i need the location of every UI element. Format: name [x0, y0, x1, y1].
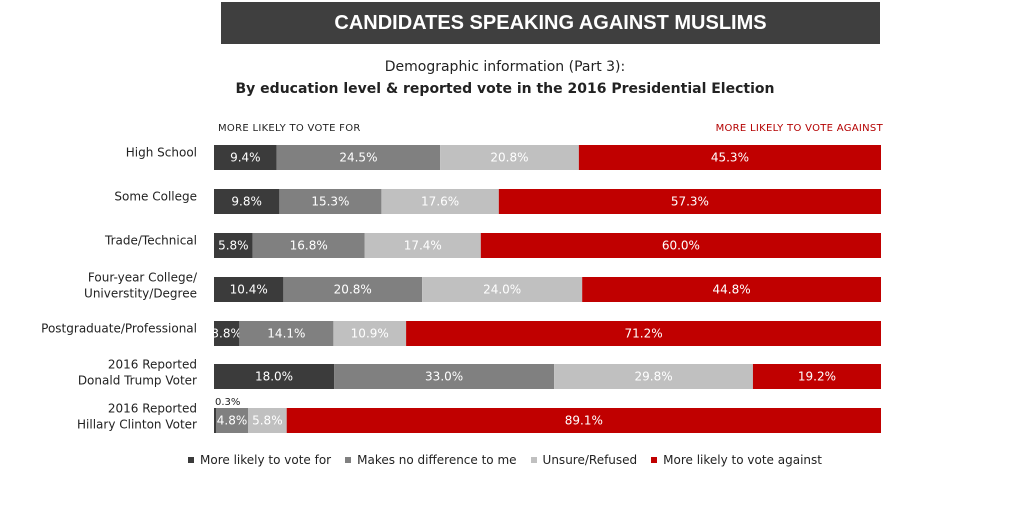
data-label: 71.2% — [624, 327, 662, 341]
bar-segment — [554, 364, 753, 389]
bar-segment — [248, 408, 287, 433]
bar-segment — [381, 189, 499, 214]
data-label: 9.8% — [231, 195, 262, 209]
category-label: 2016 Reported Donald Trump Voter — [78, 358, 197, 388]
legend-label: Makes no difference to me — [357, 453, 517, 467]
data-label: 0.3% — [215, 397, 240, 408]
data-label: 10.4% — [230, 283, 268, 297]
category-label: Four-year College/Universtity/Degree — [84, 271, 198, 301]
bar-segment — [214, 364, 335, 389]
bar-segment — [214, 189, 280, 214]
bar-segment — [364, 233, 481, 258]
category-label: Trade/Technical — [104, 234, 197, 248]
chart-title: CANDIDATES SPEAKING AGAINST MUSLIMS — [221, 2, 880, 44]
category-label: Some College — [114, 190, 197, 204]
data-label: 19.2% — [798, 370, 836, 384]
bar-segment — [279, 189, 382, 214]
data-label: 16.8% — [290, 239, 328, 253]
bar-segment — [333, 321, 407, 346]
data-label: 24.5% — [339, 151, 377, 165]
bar-segment — [239, 321, 334, 346]
data-label: 20.8% — [334, 283, 372, 297]
data-label: 17.6% — [421, 195, 459, 209]
data-label: 15.3% — [311, 195, 349, 209]
data-label: 45.3% — [711, 151, 749, 165]
data-label: 29.8% — [634, 370, 672, 384]
bar-segment — [578, 145, 881, 170]
chart-subtitle-2: By education level & reported vote in th… — [235, 81, 775, 97]
legend-entry: Unsure/Refused — [530, 453, 638, 467]
data-label: 33.0% — [425, 370, 463, 384]
data-label: 9.4% — [230, 151, 261, 165]
bar-segment — [582, 277, 881, 302]
category-label: High School — [126, 146, 197, 160]
bar-segment — [406, 321, 881, 346]
bar-segment — [216, 408, 249, 433]
bar-segment — [752, 364, 881, 389]
data-label: 5.8% — [218, 239, 249, 253]
data-label: 4.8% — [217, 414, 248, 428]
category-label: Postgraduate/Professional — [41, 322, 197, 336]
bar-segment — [276, 145, 441, 170]
data-label: 57.3% — [671, 195, 709, 209]
legend-swatch — [188, 457, 195, 463]
data-label: 24.0% — [483, 283, 521, 297]
data-label: 5.8% — [252, 414, 283, 428]
legend-label: More likely to vote for — [200, 453, 332, 467]
header-vote-for: MORE LIKELY TO VOTE FOR — [218, 123, 361, 134]
header-vote-against: MORE LIKELY TO VOTE AGAINST — [715, 123, 883, 134]
data-label: 44.8% — [713, 283, 751, 297]
legend-swatch — [530, 457, 537, 463]
bar-segment — [214, 233, 253, 258]
legend-entry: More likely to vote for — [188, 453, 331, 467]
legend-swatch — [651, 457, 658, 463]
data-label: 10.9% — [351, 327, 389, 341]
bar-segment — [286, 408, 881, 433]
legend-entry: Makes no difference to me — [345, 453, 517, 467]
legend-entry: More likely to vote against — [651, 453, 822, 467]
chart-legend: More likely to vote for Makes no differen… — [0, 453, 1010, 467]
bar-segment — [214, 277, 284, 302]
legend-label: Unsure/Refused — [542, 453, 638, 467]
bar-segment — [283, 277, 423, 302]
data-label: 18.0% — [255, 370, 293, 384]
bar-segment — [422, 277, 583, 302]
legend-swatch — [345, 457, 352, 463]
bar-segment — [334, 364, 555, 389]
legend-label: More likely to vote against — [663, 453, 822, 467]
data-label: 14.1% — [267, 327, 305, 341]
data-label: 89.1% — [565, 414, 603, 428]
bar-segment — [214, 145, 277, 170]
bar-segment — [498, 189, 881, 214]
data-label: 60.0% — [662, 239, 700, 253]
bar-segment — [440, 145, 579, 170]
data-label: 20.8% — [490, 151, 528, 165]
bar-segment — [214, 408, 216, 433]
data-label: 17.4% — [404, 239, 442, 253]
bar-segment — [480, 233, 881, 258]
data-label: 3.8% — [211, 327, 242, 341]
bar-segment — [214, 321, 240, 346]
chart-subtitle-1: Demographic information (Part 3): — [384, 59, 626, 75]
bar-segment — [252, 233, 365, 258]
category-label: 2016 Reported Hillary Clinton Voter — [77, 402, 197, 432]
